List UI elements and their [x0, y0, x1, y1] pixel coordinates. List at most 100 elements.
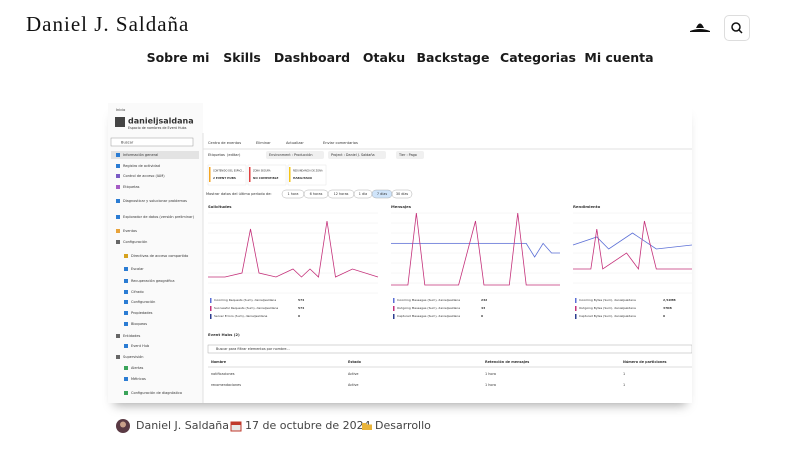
sidebar-item[interactable]: Alertas	[131, 366, 143, 370]
hubs-search-placeholder: Buscar para filtrar elementos por nombre…	[216, 347, 290, 351]
chart-line	[573, 220, 692, 271]
legend-value: 43	[481, 306, 485, 310]
sidebar-icon	[116, 199, 120, 203]
status-card	[207, 164, 247, 186]
status-bar	[289, 167, 291, 182]
period-option[interactable]: 6 horas	[310, 192, 323, 196]
sidebar-icon	[116, 174, 120, 178]
calendar-icon	[230, 421, 242, 432]
status-card	[287, 164, 327, 186]
legend-name: Incoming Requests (Sum), danieljsaldana	[214, 298, 276, 302]
sidebar-icon	[124, 391, 128, 395]
table-cell: Active	[348, 383, 359, 387]
legend-value: 232	[481, 298, 487, 302]
sidebar-item[interactable]: Configuración de diagnóstico	[131, 391, 182, 395]
nav-link[interactable]: Otaku	[362, 50, 406, 65]
date: 17 de octubre de 2024	[245, 419, 371, 432]
sidebar-item[interactable]: Bloqueos	[131, 322, 147, 326]
sidebar-item[interactable]: Información general	[123, 153, 158, 157]
sidebar-item[interactable]: Registro de actividad	[123, 164, 160, 168]
sidebar-item[interactable]: Control de acceso (IAM)	[123, 174, 165, 178]
sidebar-item[interactable]: Explorador de datos (versión preliminar)	[123, 215, 195, 219]
sidebar-item[interactable]: Métricas	[131, 377, 146, 381]
sidebar-item[interactable]: Escalar	[131, 267, 144, 271]
legend-name: Server Errors (Sum), danieljsaldana	[214, 314, 267, 318]
sidebar-item[interactable]: Entidades	[123, 334, 141, 338]
sidebar-item[interactable]: Recuperación geográfica	[131, 279, 175, 283]
author[interactable]: Daniel J. Saldaña	[136, 419, 230, 432]
sidebar-item[interactable]: Event Hub	[131, 344, 150, 348]
table-cell[interactable]: recomendaciones	[211, 383, 241, 387]
legend-value: 574	[298, 306, 304, 310]
sidebar-item[interactable]: Propiedades	[131, 311, 153, 315]
tag: Project : Daniel J. Saldaña	[331, 153, 375, 157]
status-bar	[209, 167, 211, 182]
sidebar-item[interactable]: Etiquetas	[123, 185, 140, 189]
period-option[interactable]: 7 días	[377, 192, 387, 196]
table-cell: 1	[623, 372, 625, 376]
chart-title: Solicitudes	[208, 204, 232, 209]
nav-link[interactable]: Categorias	[500, 50, 576, 65]
legend-swatch	[575, 298, 577, 303]
period-button[interactable]	[391, 189, 413, 199]
tag: Tier : Pago	[398, 153, 417, 157]
legend-name: Outgoing Messages (Sum), danieljsaldana	[397, 306, 460, 310]
tag-pill	[266, 151, 324, 159]
table-header: Estado	[348, 360, 362, 364]
period-option[interactable]: 1 día	[359, 192, 367, 196]
nav-link[interactable]: Skills	[223, 50, 261, 65]
sidebar-icon	[124, 311, 128, 315]
resource-subtitle: Espacio de nombres de Event Hubs	[128, 126, 187, 130]
period-option[interactable]: 30 días	[396, 192, 409, 196]
search-button[interactable]	[724, 15, 750, 41]
logo[interactable]: Daniel J. Saldaña	[26, 12, 190, 36]
table-cell[interactable]: notificaciones	[211, 372, 235, 376]
toolbar-button[interactable]: Eliminar	[256, 141, 271, 145]
nav-link[interactable]: Mi cuenta	[584, 50, 654, 65]
breadcrumb[interactable]: Inicio	[116, 108, 125, 112]
section-title: Event Hubs (2)	[208, 332, 240, 337]
chart-title: Rendimiento	[573, 204, 601, 209]
table-cell: 1	[623, 383, 625, 387]
sidebar-icon	[116, 334, 120, 338]
sidebar-item[interactable]: Configuración	[131, 300, 155, 304]
sidebar-icon	[116, 240, 120, 244]
sidebar-icon	[124, 254, 128, 258]
toolbar-button[interactable]: Enviar comentarios	[323, 141, 358, 145]
status-bar	[249, 167, 251, 182]
sidebar-item[interactable]: Configuración	[123, 240, 147, 244]
legend-name: Outgoing Bytes (Sum), danieljsaldana	[579, 306, 636, 310]
sidebar-item[interactable]: Cifrado	[131, 290, 144, 294]
toolbar-button[interactable]: Actualizar	[286, 141, 304, 145]
sidebar-icon	[124, 290, 128, 294]
tags-edit[interactable]: (editar)	[227, 153, 241, 157]
nav-link[interactable]: Sobre mi	[146, 50, 210, 65]
nav-link[interactable]: Dashboard	[273, 50, 351, 65]
category[interactable]: Desarrollo	[375, 419, 431, 432]
toolbar-button[interactable]: Centro de eventos	[208, 141, 241, 145]
chart-line	[391, 212, 560, 286]
chart-line	[572, 232, 692, 250]
legend-name: Successful Requests (Sum), danieljsaldan…	[214, 306, 278, 310]
legend-name: Incoming Messages (Sum), danieljsaldana	[397, 298, 460, 302]
legend-swatch	[575, 306, 577, 311]
period-option[interactable]: 12 horas	[334, 192, 349, 196]
legend-value: 0	[663, 314, 665, 318]
sidebar-icon	[116, 185, 120, 189]
legend-name: Incoming Bytes (Sum), danieljsaldana	[579, 298, 636, 302]
sidebar-item[interactable]: Diagnosticar y solucionar problemas	[123, 199, 187, 203]
legend-value: 37KB	[663, 306, 672, 310]
legend-value: 0	[298, 314, 300, 318]
folder-icon	[362, 423, 372, 430]
chart-line	[391, 242, 560, 258]
theme-icon[interactable]	[688, 16, 712, 36]
sidebar-item[interactable]: Directivas de acceso compartido	[131, 254, 188, 258]
period-option[interactable]: 1 hora	[288, 192, 299, 196]
legend-swatch	[393, 306, 395, 311]
sidebar-item[interactable]: Supervisión	[123, 355, 143, 359]
sidebar-icon	[124, 366, 128, 370]
sidebar-item[interactable]: Eventos	[123, 229, 137, 233]
legend-value: 2,52MB	[663, 298, 676, 302]
nav-link[interactable]: Backstage	[416, 50, 490, 65]
